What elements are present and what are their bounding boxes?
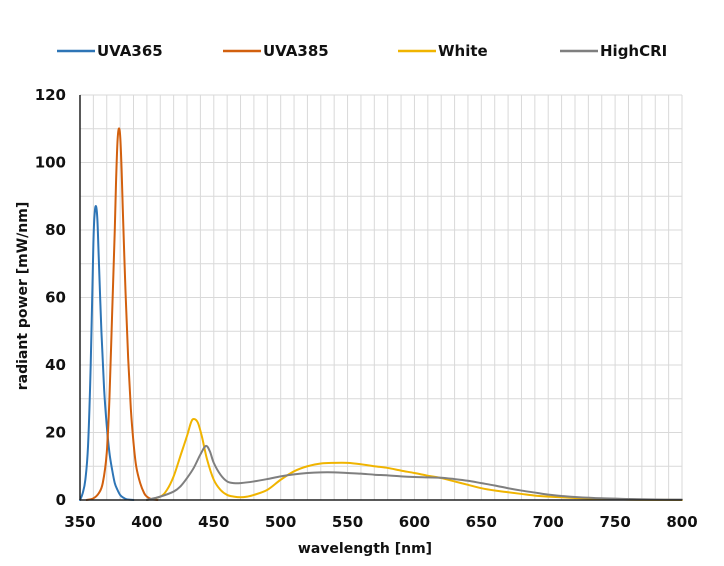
legend-label-uva365: UVA365 [97,42,163,60]
x-tick-label: 650 [466,513,497,531]
y-tick-label: 80 [45,221,66,239]
y-tick-label: 120 [35,86,66,104]
chart-grid [79,94,683,501]
x-tick-label: 350 [64,513,95,531]
y-tick-label: 40 [45,356,66,374]
x-axis-label: wavelength [nm] [298,541,432,557]
x-tick-label: 550 [332,513,363,531]
legend-label-white: White [438,42,488,60]
chart-series [79,127,683,501]
x-tick-label: 750 [599,513,630,531]
y-tick-label: 60 [45,289,66,307]
x-tick-label: 400 [131,513,162,531]
chart-axes [79,95,682,501]
series-line-uva385 [85,127,159,501]
y-tick-label: 20 [45,424,66,442]
y-axis-label: radiant power [mW/nm] [15,202,31,391]
legend-label-uva385: UVA385 [263,42,329,60]
chart-ticks: 350 400 450 500 550 600 650 700 750 800 0 20 40 60 80 1… [35,86,698,531]
x-tick-label: 450 [198,513,229,531]
x-tick-label: 700 [533,513,564,531]
y-tick-label: 100 [35,154,66,172]
series-line-highcri [145,444,683,501]
x-tick-label: 600 [399,513,430,531]
series-line-uva365 [79,205,135,501]
legend-label-highcri: HighCRI [600,42,667,60]
x-tick-label: 500 [265,513,296,531]
x-tick-label: 800 [666,513,697,531]
y-tick-label: 0 [56,491,66,509]
series-line-white [145,418,683,501]
chart-legend: UVA365 UVA385 White HighCRI [57,42,667,60]
